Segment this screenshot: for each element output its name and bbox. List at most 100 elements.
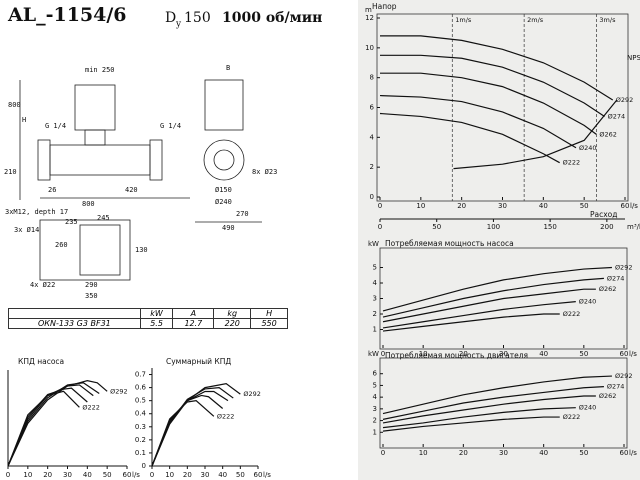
x-tick-label: 40: [539, 350, 548, 358]
y2-axis-label: NPSH: [627, 54, 640, 62]
right-panel: [358, 0, 640, 480]
x-tick-label: 30: [498, 202, 507, 210]
curve: [382, 313, 560, 332]
curve: [382, 375, 612, 415]
dim-label: 350: [85, 292, 98, 300]
dim-label: 490: [222, 224, 235, 232]
curve: [382, 416, 560, 432]
base-detail: [79, 224, 121, 276]
th: A: [172, 308, 215, 319]
dim-label: 4x Ø22: [30, 281, 55, 289]
dn: 150: [184, 10, 211, 26]
y-tick-label: 4: [373, 279, 378, 287]
y-tick-label: 2: [373, 417, 377, 425]
y-tick-label: 2: [370, 163, 374, 171]
x-tick-label: 50: [579, 350, 588, 358]
x2-tick-label: 50: [432, 223, 441, 231]
curve: [382, 301, 576, 329]
x-tick-label: 40: [539, 449, 548, 457]
y-tick-label: 0: [370, 193, 374, 201]
y-tick-label: 0.4: [135, 410, 147, 418]
td: 220: [213, 318, 252, 329]
x-tick-label: 10: [419, 449, 428, 457]
dim-label: 3x Ø14: [14, 226, 39, 234]
x-axis-label: Расход: [590, 210, 617, 219]
curve-label: Ø274: [607, 274, 625, 282]
dim-label: Ø240: [215, 198, 232, 206]
x-tick-label: 30: [201, 471, 210, 479]
chart-title: Напор: [372, 2, 397, 11]
x2-tick-label: 0: [378, 223, 382, 231]
curve: [453, 99, 618, 170]
curve: [151, 400, 215, 467]
curve-label: Ø292: [110, 387, 128, 395]
x-tick-label: 30: [499, 449, 508, 457]
td: 12.7: [172, 318, 215, 329]
x-unit: l/s: [263, 471, 271, 479]
curve-label: Ø222: [563, 310, 581, 318]
curve-label: Ø262: [599, 130, 617, 138]
y-tick-label: 5: [373, 264, 377, 272]
curve: [382, 407, 576, 429]
x-tick-label: 0: [381, 449, 385, 457]
td: 5.5: [139, 318, 174, 329]
dim-label: 245: [97, 214, 110, 222]
curve: [7, 390, 80, 467]
dim-label: 800: [8, 101, 21, 109]
curve: [379, 94, 577, 149]
curve-label: Ø222: [217, 412, 235, 420]
y-axis-label: kW: [368, 350, 379, 358]
y-tick-label: 4: [373, 393, 378, 401]
x-tick-label: 60: [123, 471, 132, 479]
curve-label: Ø240: [579, 144, 597, 152]
curve-label: Ø222: [563, 159, 581, 167]
curve-label: Ø292: [615, 372, 633, 380]
x-tick-label: 60: [254, 471, 263, 479]
curve-label: Ø222: [82, 403, 100, 411]
x-tick-label: 60: [620, 449, 629, 457]
velocity-label: 3m/s: [599, 16, 616, 24]
x-tick-label: 0: [6, 471, 10, 479]
speed: 1000 об/мин: [222, 10, 322, 26]
x-tick-label: 50: [236, 471, 245, 479]
x-tick-label: 60: [620, 350, 629, 358]
y-tick-label: 8: [370, 74, 374, 82]
y-tick-label: 1: [373, 326, 377, 334]
dim-label: 270: [236, 210, 249, 218]
curve: [382, 266, 612, 312]
y-tick-label: 12: [365, 14, 374, 22]
pump-body: [49, 144, 151, 176]
th: H: [250, 308, 288, 319]
x-tick-label: 40: [539, 202, 548, 210]
flange: [149, 139, 163, 181]
x-tick-label: 50: [103, 471, 112, 479]
y-tick-label: 6: [373, 370, 378, 378]
th: kW: [139, 308, 174, 319]
curve-label: Ø240: [579, 298, 597, 306]
x-tick-label: 10: [416, 202, 425, 210]
y-tick-label: 0.3: [135, 423, 146, 431]
dim-label: 130: [135, 246, 148, 254]
model: AL_-1154/6: [7, 4, 127, 26]
velocity-label: 1m/s: [455, 16, 472, 24]
dim-label: H: [22, 116, 26, 124]
dim-label: Ø150: [215, 186, 232, 194]
curve-label: Ø274: [607, 383, 625, 391]
coupling: [84, 129, 106, 146]
curve: [382, 288, 596, 323]
dim-label: B: [226, 64, 230, 72]
y-tick-label: 0.1: [135, 449, 146, 457]
x-tick-label: 40: [218, 471, 227, 479]
flange: [37, 139, 51, 181]
dim-label: 800: [82, 200, 95, 208]
y-tick-label: 5: [373, 381, 377, 389]
base-plate: [39, 219, 131, 281]
curve-label: Ø262: [599, 392, 617, 400]
chart-title: КПД насоса: [18, 357, 64, 366]
y-tick-label: 2: [373, 310, 377, 318]
curve: [151, 394, 224, 467]
dim-label: min 250: [85, 66, 115, 74]
